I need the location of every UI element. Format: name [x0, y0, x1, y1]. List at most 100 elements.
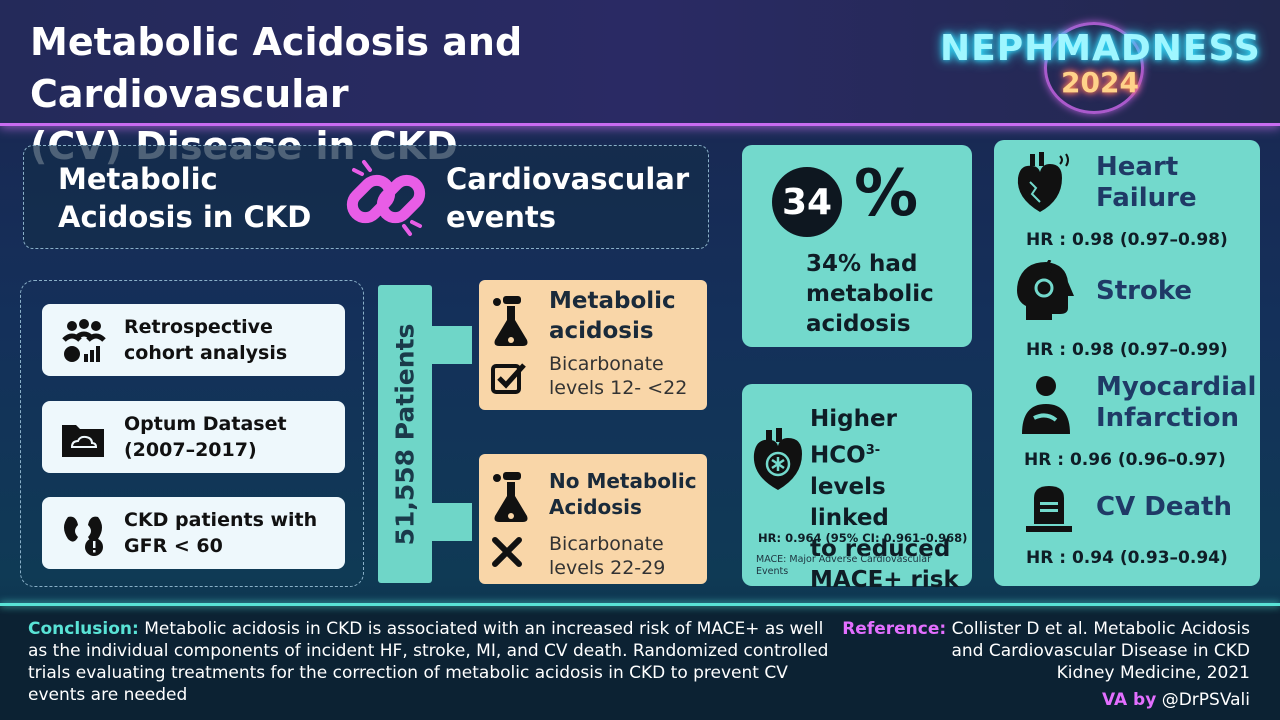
reference-text-1: Collister D et al. Metabolic Acidosis	[946, 619, 1250, 639]
nephmadness-logo: NEPHMADNESS 2024	[940, 22, 1261, 114]
title-line-1: Metabolic Acidosis and Cardiovascular	[30, 20, 523, 116]
no-acidosis-title: No Metabolic Acidosis	[549, 468, 697, 520]
hco3-hazard-ratio: HR: 0.964 (95% CI: 0.961–0.968)	[758, 531, 968, 545]
no-acidosis-title-line-1: No Metabolic	[549, 469, 697, 493]
study-design-text: Retrospective cohort analysis	[124, 314, 334, 366]
dataset-line-1: Optum Dataset	[124, 413, 287, 435]
chest-pain-icon	[1022, 376, 1070, 434]
logo-text: NEPHMADNESS	[940, 28, 1261, 69]
mace-note-line-2: Events	[756, 566, 789, 577]
cross-icon	[492, 537, 522, 567]
population-card: CKD patients with GFR < 60	[42, 497, 345, 569]
connector-lower	[432, 503, 472, 541]
acidosis-title: Metabolic acidosis	[549, 286, 676, 346]
study-panel: Retrospective cohort analysis Optum Data…	[20, 280, 364, 587]
study-design-line-1: Retrospective	[124, 316, 273, 338]
dataset-text: Optum Dataset (2007–2017)	[124, 411, 334, 463]
conclusion-label: Conclusion:	[28, 619, 139, 639]
reference-label: Reference:	[842, 619, 947, 639]
reference-line-2: and Cardiovascular Disease in CKD	[951, 641, 1250, 661]
hco3-card: Higher HCO3- levels linked to reduced MA…	[742, 384, 972, 593]
heart-failure-hr: HR : 0.98 (0.97–0.98)	[1026, 230, 1228, 250]
outcomes-card: Heart Failure HR : 0.98 (0.97–0.98) Stro…	[994, 140, 1260, 586]
link-box: Metabolic Acidosis in CKD Cardiovascular…	[23, 145, 709, 249]
link-right-label: Cardiovascular events	[446, 160, 706, 236]
chain-link-icon	[346, 160, 426, 236]
no-acidosis-title-line-2: Acidosis	[549, 495, 642, 519]
acidosis-subtitle: Bicarbonate levels 12- <22	[549, 352, 687, 400]
no-acidosis-sub-line-2: levels 22-29	[549, 557, 666, 579]
va-handle: @DrPSVali	[1156, 690, 1250, 710]
hco3-text: Higher HCO3- levels linked to reduced MA…	[810, 404, 970, 596]
mace-note-line-1: MACE: Major Adverse Cardiovascular	[756, 554, 932, 565]
patients-label-wrap: 51,558 Patients	[378, 285, 432, 583]
link-right-line-1: Cardiovascular	[446, 162, 690, 196]
mi-hr: HR : 0.96 (0.96–0.97)	[1024, 450, 1226, 470]
dataset-card: Optum Dataset (2007–2017)	[42, 401, 345, 473]
conclusion-text: Metabolic acidosis in CKD is associated …	[28, 619, 829, 705]
percent-symbol: %	[854, 157, 919, 231]
mace-note: MACE: Major Adverse Cardiovascular Event…	[756, 554, 931, 578]
checkbox-icon	[491, 363, 526, 394]
acidosis-group-card: Metabolic acidosis Bicarbonate levels 12…	[479, 280, 707, 410]
footer-divider	[0, 603, 1280, 606]
hco3-line-2: levels linked	[810, 473, 889, 531]
tombstone-icon	[1026, 486, 1072, 532]
footer	[0, 606, 1280, 720]
cloud-folder-icon	[62, 425, 104, 457]
prevalence-number: 34	[772, 167, 842, 237]
conclusion: Conclusion: Metabolic acidosis in CKD is…	[28, 618, 838, 706]
hco3-superscript: 3-	[865, 443, 881, 458]
study-design-line-2: cohort analysis	[124, 342, 288, 364]
va-label: VA by	[1101, 690, 1157, 710]
link-left-label: Metabolic Acidosis in CKD	[58, 160, 338, 236]
kidney-warning-icon	[64, 516, 103, 556]
heart-failure-icon	[1017, 152, 1069, 212]
mi-line-2: Infarction	[1096, 403, 1239, 433]
patients-bar	[378, 285, 432, 583]
reference: Reference: Collister D et al. Metabolic …	[840, 618, 1250, 684]
prevalence-text: 34% had metabolic acidosis	[806, 249, 934, 339]
flask-icon	[493, 472, 528, 522]
hco3-line-4: MACE+ risk	[810, 566, 959, 593]
flask-icon	[493, 296, 528, 346]
prevalence-line-1: 34% had	[806, 251, 918, 277]
acidosis-sub-line-1: Bicarbonate	[549, 353, 664, 375]
visual-abstract-credit: VA by @DrPSVali	[980, 690, 1250, 710]
reference-line-1: Reference: Collister D et al. Metabolic …	[840, 618, 1250, 640]
mi-label: Myocardial Infarction	[1096, 372, 1256, 434]
no-acidosis-group-card: No Metabolic Acidosis Bicarbonate levels…	[479, 454, 707, 584]
acidosis-sub-line-2: levels 12- <22	[549, 377, 688, 399]
stroke-head-icon	[1017, 260, 1074, 320]
reference-line-3: Kidney Medicine, 2021	[1056, 663, 1250, 683]
logo-ring	[1044, 22, 1144, 114]
hco3-line-3: to reduced	[810, 535, 951, 562]
prevalence-line-3: acidosis	[806, 311, 911, 337]
acidosis-title-line-1: Metabolic	[549, 288, 676, 314]
study-design-card: Retrospective cohort analysis	[42, 304, 345, 376]
heart-failure-label: Heart Failure	[1096, 152, 1197, 214]
link-right-line-2: events	[446, 200, 557, 234]
population-line-1: CKD patients with	[124, 509, 318, 531]
acidosis-title-line-2: acidosis	[549, 318, 654, 344]
mi-line-1: Myocardial	[1096, 372, 1257, 402]
heart-failure-line-1: Heart	[1096, 152, 1179, 182]
cv-death-label: CV Death	[1096, 492, 1232, 522]
logo-year: 2024	[1061, 66, 1139, 99]
people-chart-icon	[62, 319, 106, 362]
stroke-label: Stroke	[1096, 276, 1193, 306]
dataset-line-2: (2007–2017)	[124, 439, 257, 461]
patients-count: 51,558 Patients	[390, 323, 420, 545]
heart-failure-line-2: Failure	[1096, 183, 1197, 213]
hco3-line-1: Higher HCO3-	[810, 404, 970, 472]
link-left-line-1: Metabolic	[58, 162, 218, 196]
stroke-hr: HR : 0.98 (0.97–0.99)	[1026, 340, 1228, 360]
no-acidosis-subtitle: Bicarbonate levels 22-29	[549, 532, 665, 580]
population-text: CKD patients with GFR < 60	[124, 507, 334, 559]
link-left-line-2: Acidosis in CKD	[58, 200, 312, 234]
no-acidosis-sub-line-1: Bicarbonate	[549, 533, 664, 555]
population-line-2: GFR < 60	[124, 535, 223, 557]
connector-upper	[432, 326, 472, 364]
prevalence-line-2: metabolic	[806, 281, 934, 307]
cv-death-hr: HR : 0.94 (0.93–0.94)	[1026, 548, 1228, 568]
